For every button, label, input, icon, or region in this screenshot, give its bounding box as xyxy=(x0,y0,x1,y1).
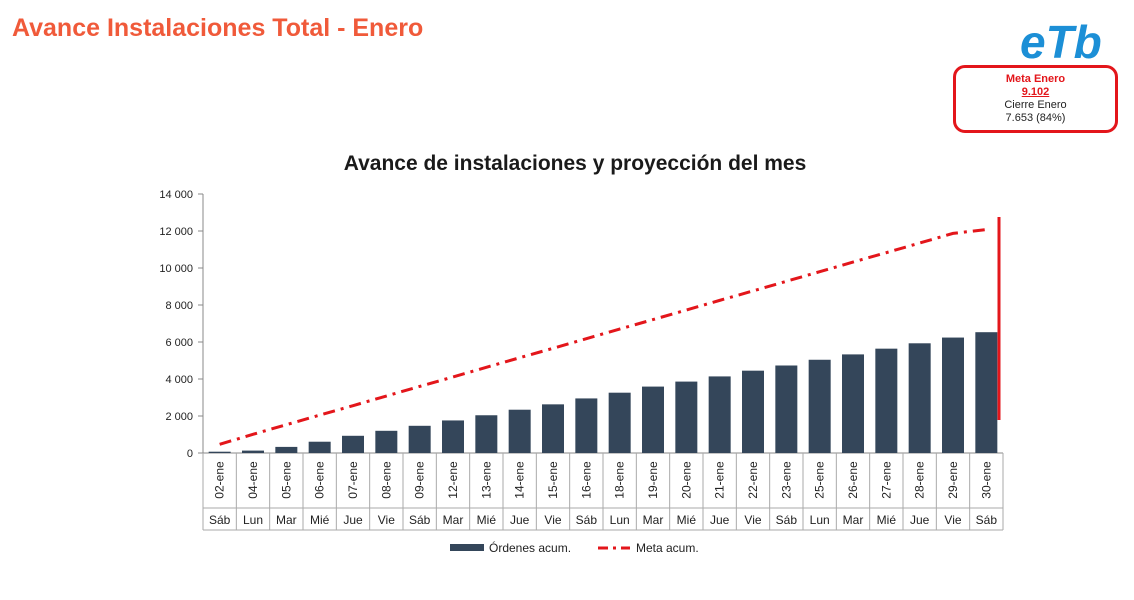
bar xyxy=(975,332,998,453)
weekday-label: Jue xyxy=(910,513,930,527)
x-tick-label: 23-ene xyxy=(779,461,793,499)
weekday-label: Sáb xyxy=(776,513,798,527)
x-tick-label: 16-ene xyxy=(579,461,593,499)
y-tick-label: 6 000 xyxy=(165,337,193,349)
weekday-label: Lun xyxy=(810,513,830,527)
x-tick-label: 04-ene xyxy=(246,461,260,499)
x-tick-label: 19-ene xyxy=(646,461,660,499)
x-tick-label: 30-ene xyxy=(979,461,993,499)
bar xyxy=(708,376,731,453)
weekday-label: Jue xyxy=(510,513,530,527)
page-title: Avance Instalaciones Total - Enero xyxy=(12,14,424,42)
x-tick-label: 27-ene xyxy=(879,461,893,499)
bar xyxy=(675,381,698,453)
weekday-label: Mié xyxy=(477,513,497,527)
x-tick-label: 29-ene xyxy=(946,461,960,499)
x-tick-label: 14-ene xyxy=(513,461,527,499)
x-tick-label: 21-ene xyxy=(713,461,727,499)
y-tick-label: 8 000 xyxy=(165,300,193,312)
bar xyxy=(942,337,964,453)
bar xyxy=(242,450,264,453)
x-tick-label: 26-ene xyxy=(846,461,860,499)
weekday-label: Sáb xyxy=(576,513,598,527)
x-tick-label: 09-ene xyxy=(413,461,427,499)
weekday-label: Jue xyxy=(710,513,730,527)
x-tick-label: 20-ene xyxy=(679,461,693,499)
bar xyxy=(408,425,431,453)
weekday-label: Sáb xyxy=(209,513,231,527)
weekday-label: Vie xyxy=(544,513,561,527)
y-tick-label: 2 000 xyxy=(165,411,193,423)
bar xyxy=(308,441,331,453)
weekday-label: Lun xyxy=(610,513,630,527)
weekday-label: Sáb xyxy=(409,513,431,527)
goal-label: Meta Enero xyxy=(1005,73,1066,85)
bar xyxy=(275,446,298,453)
weekday-label: Mar xyxy=(443,513,464,527)
x-tick-label: 07-ene xyxy=(346,461,360,499)
target-line xyxy=(219,228,987,446)
y-tick-label: 14 000 xyxy=(159,189,193,201)
etb-logo: eTb xyxy=(1020,16,1102,66)
weekday-label: Lun xyxy=(243,513,263,527)
weekday-label: Mié xyxy=(677,513,697,527)
weekday-label: Mar xyxy=(643,513,664,527)
bar xyxy=(208,451,231,453)
bar xyxy=(642,386,664,453)
x-tick-label: 15-ene xyxy=(546,461,560,499)
x-tick-label: 02-ene xyxy=(213,461,227,499)
weekday-label: Vie xyxy=(378,513,395,527)
bar xyxy=(542,404,564,453)
x-tick-label: 05-ene xyxy=(279,461,293,499)
bar xyxy=(475,415,498,453)
bar xyxy=(508,409,531,453)
goal-value: 9.102 xyxy=(1021,86,1050,98)
weekday-label: Mar xyxy=(843,513,864,527)
y-tick-label: 12 000 xyxy=(159,226,193,238)
close-value: 7.653 (84%) xyxy=(1005,112,1066,124)
y-tick-label: 10 000 xyxy=(159,263,193,275)
weekday-label: Vie xyxy=(944,513,961,527)
goal-box: Meta Enero 9.102 Cierre Enero 7.653 (84%… xyxy=(953,65,1118,133)
bar xyxy=(375,430,398,453)
x-tick-label: 18-ene xyxy=(613,461,627,499)
bar xyxy=(808,359,831,453)
bar xyxy=(775,365,798,453)
weekday-label: Mar xyxy=(276,513,297,527)
weekday-label: Jue xyxy=(343,513,363,527)
y-tick-label: 0 xyxy=(187,448,193,460)
x-tick-label: 12-ene xyxy=(446,461,460,499)
bar xyxy=(875,348,898,453)
bar xyxy=(342,435,364,453)
bar xyxy=(908,343,931,453)
x-tick-label: 28-ene xyxy=(913,461,927,499)
weekday-label: Vie xyxy=(744,513,761,527)
legend-label-bars: Órdenes acum. xyxy=(489,540,571,555)
legend-label-line: Meta acum. xyxy=(636,541,699,555)
bar xyxy=(842,354,864,453)
x-tick-label: 25-ene xyxy=(813,461,827,499)
bar xyxy=(442,420,464,453)
weekday-label: Mié xyxy=(310,513,330,527)
x-tick-label: 06-ene xyxy=(313,461,327,499)
close-label: Cierre Enero xyxy=(1004,99,1067,111)
x-tick-label: 13-ene xyxy=(479,461,493,499)
bar xyxy=(742,370,764,453)
weekday-label: Mié xyxy=(877,513,897,527)
bar xyxy=(608,392,631,453)
x-tick-label: 08-ene xyxy=(379,461,393,499)
x-tick-label: 22-ene xyxy=(746,461,760,499)
legend-swatch-bars xyxy=(450,544,484,551)
bar xyxy=(575,398,598,453)
logo-text: eTb xyxy=(1020,16,1102,66)
y-tick-label: 4 000 xyxy=(165,374,193,386)
weekday-label: Sáb xyxy=(976,513,998,527)
chart-title: Avance de instalaciones y proyección del… xyxy=(343,152,807,175)
